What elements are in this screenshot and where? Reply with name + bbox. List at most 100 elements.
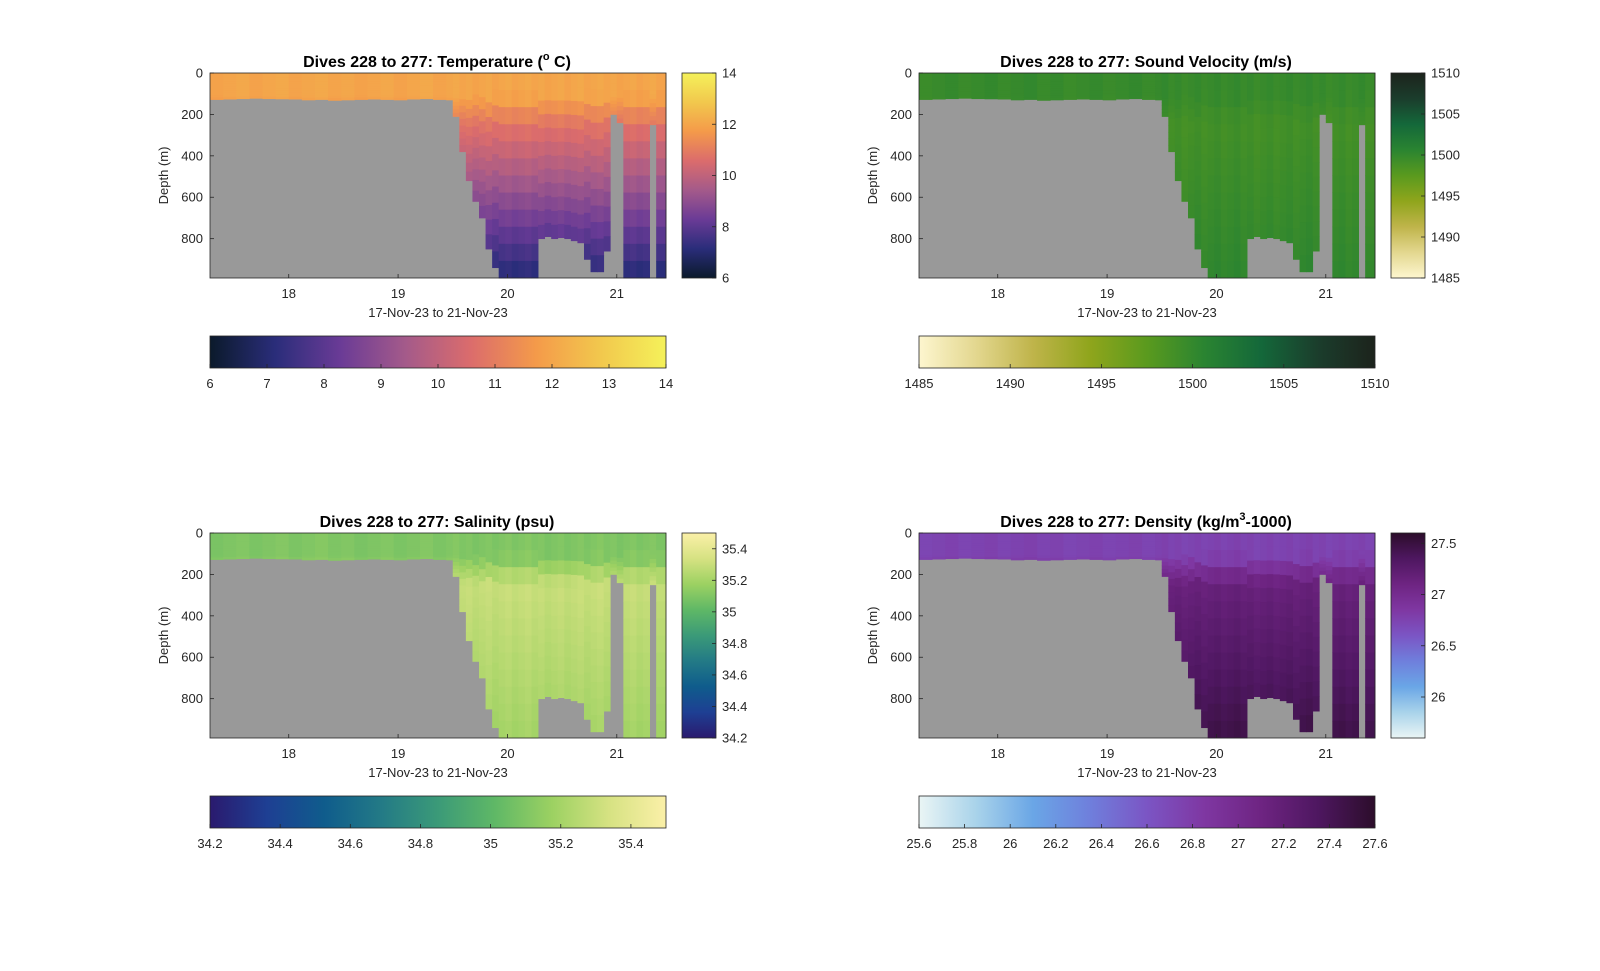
heatmap-cell	[1155, 535, 1163, 538]
chart-title: Dives 228 to 277: Salinity (psu)	[320, 514, 555, 531]
heatmap-cell	[459, 99, 467, 107]
colorbar-tick-label: 26.5	[1431, 638, 1456, 653]
heatmap-cell	[505, 260, 513, 279]
heatmap-cell	[629, 652, 637, 671]
heatmap-cell	[1273, 142, 1281, 157]
heatmap-cell	[406, 535, 421, 538]
heatmap-cell	[1010, 88, 1025, 92]
heatmap-cell	[492, 614, 500, 631]
heatmap-cell	[367, 556, 381, 560]
heatmap-cell	[1076, 546, 1090, 549]
heatmap-cell	[518, 703, 526, 722]
heatmap-cell	[1220, 550, 1228, 568]
heatmap-cell	[1037, 548, 1051, 552]
heatmap-cell	[577, 186, 585, 201]
heatmap-cell	[1188, 145, 1195, 158]
y-tick-label: 600	[181, 650, 203, 665]
heatmap-cell	[1010, 537, 1025, 541]
heatmap-cell	[919, 77, 933, 81]
heatmap-cell	[1194, 547, 1202, 563]
heatmap-cell	[406, 543, 421, 547]
heatmap-cell	[1312, 102, 1320, 118]
heatmap-cell	[511, 567, 519, 585]
heatmap-cell	[275, 539, 290, 543]
heatmap-cell	[262, 90, 277, 93]
heatmap-cell	[1128, 77, 1143, 80]
heatmap-cell	[643, 669, 650, 688]
heatmap-cell	[1174, 73, 1182, 83]
heatmap-cell	[249, 543, 263, 547]
heatmap-cell	[1292, 579, 1300, 596]
heatmap-cell	[433, 552, 447, 556]
heatmap-cell	[577, 575, 585, 590]
heatmap-cell	[1358, 545, 1366, 551]
heatmap-cell	[610, 546, 618, 551]
heatmap-cell	[1299, 106, 1307, 124]
heatmap-cell	[919, 555, 933, 558]
heatmap-cell	[1266, 642, 1274, 657]
heatmap-cell	[1010, 86, 1025, 90]
heatmap-cell	[643, 107, 650, 125]
heatmap-cell	[367, 535, 381, 538]
heatmap-cell	[1155, 548, 1163, 552]
heatmap-cell	[328, 555, 342, 559]
heatmap-cell	[1352, 141, 1359, 159]
heatmap-cell	[623, 192, 631, 211]
heatmap-cell	[341, 546, 355, 550]
heatmap-cell	[623, 601, 631, 619]
heatmap-cell	[551, 602, 559, 617]
heatmap-cell	[1102, 95, 1117, 99]
heatmap-cell	[505, 703, 513, 722]
heatmap-cell	[616, 81, 624, 86]
heatmap-cell	[538, 128, 546, 143]
heatmap-cell	[971, 554, 986, 557]
heatmap-cell	[610, 73, 618, 77]
heatmap-cell	[446, 95, 454, 99]
heatmap-cell	[354, 541, 368, 545]
heatmap-cell	[1188, 181, 1195, 195]
heatmap-cell	[656, 141, 667, 159]
heatmap-cell	[1050, 97, 1064, 101]
heatmap-cell	[1181, 618, 1189, 630]
heatmap-cell	[1306, 715, 1314, 733]
heatmap-cell	[590, 122, 598, 140]
heatmap-cell	[564, 211, 572, 226]
heatmap-cell	[518, 686, 526, 705]
heatmap-cell	[406, 88, 421, 91]
heatmap-cell	[1010, 541, 1025, 545]
heatmap-cell	[1227, 107, 1235, 125]
heatmap-cell	[1115, 548, 1130, 551]
heatmap-cell	[472, 533, 480, 545]
heatmap-cell	[446, 81, 454, 85]
heatmap-cell	[984, 541, 999, 545]
heatmap-cell	[223, 550, 237, 553]
heatmap-cell	[262, 554, 277, 557]
panel-density: Dives 228 to 277: Density (kg/m3-1000)	[1000, 511, 1292, 531]
heatmap-cell	[479, 121, 486, 134]
heatmap-cell	[275, 537, 290, 540]
heatmap-cell	[406, 550, 421, 553]
heatmap-cell	[210, 90, 224, 94]
heatmap-cell	[1299, 205, 1307, 223]
heatmap-cell	[531, 567, 539, 585]
heatmap-cell	[479, 533, 486, 546]
heatmap-cell	[603, 117, 611, 133]
heatmap-cell	[1260, 86, 1268, 101]
heatmap-cell	[1325, 110, 1333, 115]
heatmap-cell	[328, 84, 342, 88]
heatmap-cell	[656, 618, 667, 636]
heatmap-cell	[1286, 172, 1294, 187]
heatmap-cell	[1253, 601, 1261, 616]
heatmap-cell	[1050, 73, 1064, 76]
heatmap-cell	[603, 666, 611, 682]
colorbar-vertical	[681, 532, 717, 739]
x-axis-label: 17-Nov-23 to 21-Nov-23	[368, 305, 507, 320]
heatmap-cell	[1338, 243, 1346, 262]
colorbar-tick-label: 6	[206, 376, 213, 391]
heatmap-cell	[275, 535, 290, 538]
heatmap-cell	[1352, 601, 1359, 619]
heatmap-cell	[577, 143, 585, 159]
heatmap-cell	[498, 260, 506, 279]
heatmap-cell	[1338, 601, 1346, 619]
heatmap-cell	[485, 131, 493, 147]
